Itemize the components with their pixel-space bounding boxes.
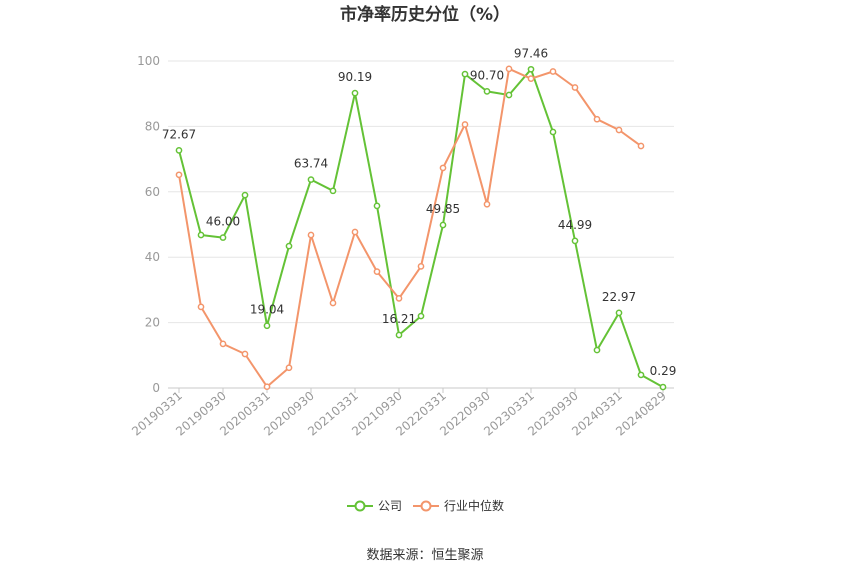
data-labels: 72.67 46.00 19.04 63.74 90.19 16.21 49.85 90.70… bbox=[162, 46, 677, 378]
data-label-company: 0.29 bbox=[650, 364, 677, 378]
data-point-company bbox=[417, 312, 425, 320]
data-point-industry-median bbox=[241, 350, 249, 358]
data-point-industry-median bbox=[615, 126, 623, 134]
data-label-company: 22.97 bbox=[602, 290, 636, 304]
data-point-company bbox=[395, 331, 403, 339]
y-tick-label: 0 bbox=[152, 381, 160, 395]
data-point-industry-median bbox=[285, 364, 293, 372]
chart-title: 市净率历史分位（%） bbox=[340, 4, 510, 25]
series-line-industry-median bbox=[178, 67, 642, 388]
data-point-company bbox=[197, 231, 205, 239]
data-point-industry-median bbox=[527, 75, 535, 83]
series-company bbox=[175, 65, 667, 391]
data-point-company bbox=[571, 237, 579, 245]
y-tick-label: 100 bbox=[137, 54, 160, 68]
data-point-industry-median bbox=[307, 231, 315, 239]
data-point-company bbox=[285, 242, 293, 250]
data-point-company bbox=[439, 221, 447, 229]
y-tick-label: 40 bbox=[145, 250, 160, 264]
data-point-industry-median bbox=[417, 263, 425, 270]
grid-lines bbox=[168, 60, 674, 324]
legend-company-marker-icon bbox=[354, 500, 366, 512]
data-point-company bbox=[549, 128, 557, 136]
data-point-company bbox=[329, 187, 337, 195]
data-point-industry-median bbox=[593, 115, 601, 123]
data-point-industry-median bbox=[329, 299, 337, 307]
data-point-industry-median bbox=[439, 164, 447, 172]
legend-industry-median-marker-icon bbox=[420, 500, 432, 512]
data-point-industry-median bbox=[351, 228, 359, 236]
data-label-company: 72.67 bbox=[162, 127, 196, 141]
data-label-company: 44.99 bbox=[558, 218, 592, 232]
data-point-industry-median bbox=[175, 171, 183, 179]
legend: 公司 行业中位数 bbox=[347, 498, 504, 513]
data-point-industry-median bbox=[373, 268, 381, 275]
data-point-company bbox=[593, 346, 601, 354]
data-point-industry-median bbox=[197, 303, 205, 311]
data-label-company: 49.85 bbox=[426, 202, 460, 216]
data-source: 数据来源：恒生聚源 bbox=[366, 548, 483, 563]
y-axis: 0 20 40 60 80 100 bbox=[137, 54, 160, 395]
data-point-company bbox=[175, 147, 183, 154]
data-label-company: 19.04 bbox=[250, 303, 284, 317]
data-point-company bbox=[615, 309, 623, 317]
data-label-company: 63.74 bbox=[294, 157, 328, 171]
data-point-industry-median bbox=[461, 121, 469, 128]
series-industry-median bbox=[175, 65, 645, 391]
data-point-company bbox=[483, 88, 491, 95]
data-label-company: 46.00 bbox=[206, 215, 240, 229]
y-tick-label: 20 bbox=[145, 316, 160, 330]
y-tick-label: 60 bbox=[145, 185, 160, 199]
data-point-industry-median bbox=[263, 383, 271, 391]
data-label-company: 90.19 bbox=[338, 70, 372, 84]
data-label-company: 97.46 bbox=[514, 46, 548, 60]
data-label-company: 90.70 bbox=[470, 68, 504, 82]
data-point-company bbox=[351, 89, 359, 97]
data-point-company bbox=[637, 371, 645, 379]
data-point-company bbox=[307, 176, 315, 183]
data-point-industry-median bbox=[395, 295, 403, 302]
data-point-company bbox=[461, 70, 469, 78]
data-point-company bbox=[263, 322, 271, 330]
data-point-industry-median bbox=[505, 65, 513, 73]
x-axis: 2019033120190930202003312020093020210331… bbox=[129, 387, 674, 439]
legend-item-industry-median[interactable]: 行业中位数 bbox=[413, 498, 504, 513]
data-point-company bbox=[219, 234, 227, 241]
data-label-company: 16.21 bbox=[382, 312, 416, 326]
data-point-industry-median bbox=[219, 340, 227, 348]
data-point-company bbox=[373, 202, 381, 210]
legend-item-company[interactable]: 公司 bbox=[347, 499, 402, 513]
data-point-company bbox=[527, 65, 535, 73]
data-point-company bbox=[659, 383, 667, 391]
data-point-company bbox=[241, 191, 249, 199]
legend-industry-median-label: 行业中位数 bbox=[444, 498, 504, 513]
data-point-industry-median bbox=[483, 200, 491, 208]
legend-company-label: 公司 bbox=[378, 499, 402, 513]
series-layer bbox=[175, 65, 667, 391]
data-point-industry-median bbox=[571, 84, 579, 91]
data-point-company bbox=[505, 91, 513, 99]
data-point-industry-median bbox=[637, 142, 645, 150]
data-point-industry-median bbox=[549, 68, 557, 75]
y-tick-label: 80 bbox=[145, 119, 160, 133]
